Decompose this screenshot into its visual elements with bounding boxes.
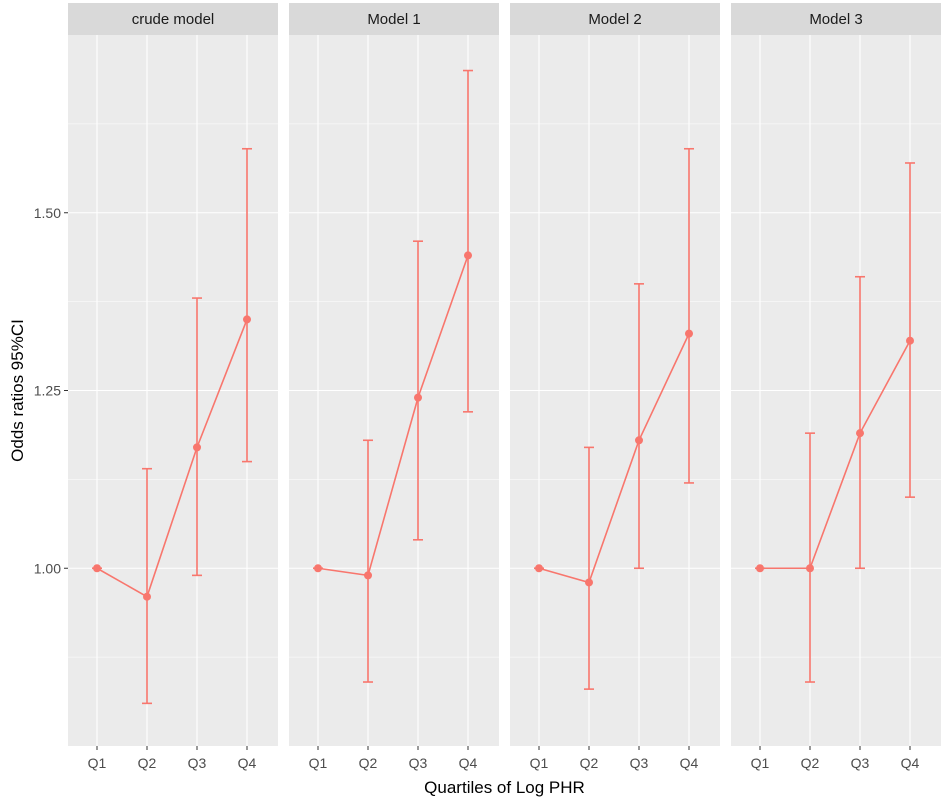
- data-point: [193, 443, 201, 452]
- x-tick-label: Q1: [88, 755, 107, 771]
- facet-strip: [289, 3, 499, 35]
- y-tick-label: 1.50: [34, 205, 61, 221]
- series-line: [317, 255, 469, 577]
- x-tick-label: Q4: [901, 755, 920, 771]
- facet-panel: Model 2 Q1 Q2 Q3 Q4: [510, 3, 720, 771]
- data-point: [464, 251, 472, 260]
- data-point: [414, 393, 422, 402]
- x-tick-label: Q4: [680, 755, 699, 771]
- x-tick-label: Q3: [851, 755, 870, 771]
- error-bar: [463, 69, 473, 413]
- error-bar: [634, 283, 644, 570]
- error-bar: [584, 446, 594, 690]
- series-line: [96, 319, 248, 598]
- facet-strip: [731, 3, 941, 35]
- x-tick-label: Q1: [309, 755, 328, 771]
- data-point: [143, 592, 151, 601]
- error-bar: [855, 275, 865, 570]
- data-point: [314, 564, 322, 573]
- y-axis-title: Odds ratios 95%CI: [8, 319, 27, 462]
- x-tick-label: Q3: [630, 755, 649, 771]
- x-tick-label: Q2: [580, 755, 599, 771]
- x-axis-title: Quartiles of Log PHR: [424, 778, 585, 797]
- x-tick-label: Q1: [751, 755, 770, 771]
- data-point: [806, 564, 814, 573]
- facet-panel: Model 3 Q1 Q2 Q3 Q4: [731, 3, 941, 771]
- facet-strip-label: Model 3: [809, 11, 862, 28]
- x-tick-label: Q4: [459, 755, 478, 771]
- x-tick-label: Q2: [801, 755, 820, 771]
- data-point: [243, 315, 251, 324]
- facet-strip: [68, 3, 278, 35]
- error-bar: [363, 439, 373, 683]
- data-point: [685, 329, 693, 338]
- data-point: [93, 564, 101, 573]
- data-point: [856, 429, 864, 438]
- error-bar: [192, 297, 202, 577]
- facet-panel: crude model Q1 Q2 Q3 Q4: [68, 3, 278, 771]
- data-point: [535, 564, 543, 573]
- y-tick-label: 1.25: [34, 383, 61, 399]
- x-tick-label: Q4: [238, 755, 257, 771]
- x-tick-label: Q2: [138, 755, 157, 771]
- facet-strip: [510, 3, 720, 35]
- error-bar: [684, 147, 694, 484]
- x-tick-label: Q2: [359, 755, 378, 771]
- data-point: [585, 578, 593, 587]
- series-line: [538, 333, 690, 584]
- data-point: [906, 336, 914, 345]
- y-tick-label: 1.00: [34, 560, 61, 576]
- series-line: [760, 340, 911, 570]
- error-bar: [242, 147, 252, 463]
- data-point: [756, 564, 764, 573]
- facet-strip-label: crude model: [132, 11, 215, 28]
- y-axis: 1.00 1.25 1.50: [34, 205, 68, 576]
- facet-panel: Model 1 Q1 Q2 Q3 Q4: [289, 3, 499, 771]
- facet-strip-label: Model 2: [588, 11, 641, 28]
- error-bar: [905, 162, 915, 498]
- facet-strip-label: Model 1: [367, 11, 420, 28]
- x-tick-label: Q3: [409, 755, 428, 771]
- error-bar: [142, 467, 152, 705]
- error-bar: [805, 432, 815, 683]
- error-bar: [413, 240, 423, 541]
- x-tick-label: Q1: [530, 755, 549, 771]
- data-point: [364, 571, 372, 580]
- data-point: [635, 436, 643, 445]
- x-tick-label: Q3: [188, 755, 207, 771]
